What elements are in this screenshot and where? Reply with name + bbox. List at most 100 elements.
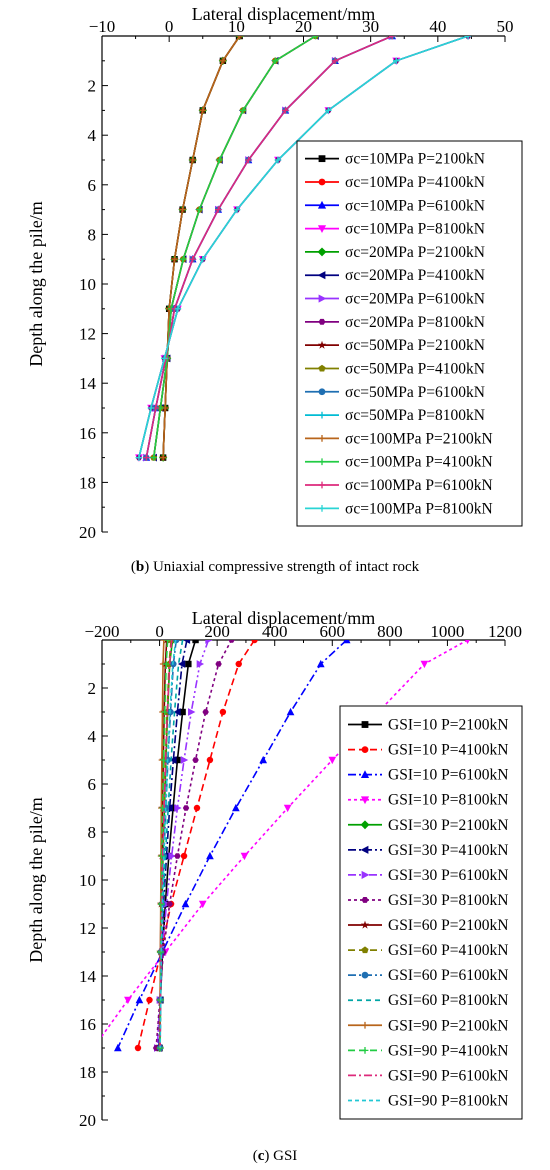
data-point [189, 156, 196, 164]
y-tick-label: 2 [88, 679, 97, 698]
data-point [219, 57, 227, 64]
legend-swatch-marker [318, 155, 326, 163]
y-tick-label: 12 [79, 325, 96, 344]
data-point [174, 804, 182, 812]
legend-swatch-marker [318, 294, 327, 303]
legend-label: σc=10MPa P=4100kN [345, 174, 485, 191]
data-point [316, 659, 325, 668]
data-point [182, 805, 190, 811]
legend-swatch-marker [361, 971, 369, 979]
series-line-6 [152, 36, 317, 458]
data-point [174, 305, 182, 312]
legend-swatch-marker [361, 721, 369, 728]
data-point [272, 57, 279, 64]
legend-label: GSI=60 P=6100kN [388, 967, 508, 984]
legend-label: σc=20MPa P=2100kN [345, 244, 485, 261]
data-point [312, 36, 319, 40]
legend-label: GSI=10 P=4100kN [388, 742, 508, 759]
legend-swatch-marker [318, 388, 326, 396]
y-tick-label: 16 [79, 424, 96, 443]
x-tick-label: 200 [204, 622, 230, 641]
data-point [196, 206, 203, 213]
legend-swatch-marker [317, 340, 327, 349]
data-point [240, 852, 249, 861]
series-layer [135, 36, 472, 462]
legend-swatch-marker [361, 1021, 369, 1029]
legend-swatch-marker [318, 364, 326, 372]
data-point [147, 404, 155, 412]
legend-label: GSI=30 P=6100kN [388, 867, 508, 884]
legend-label: σc=20MPa P=4100kN [345, 267, 485, 284]
data-point [161, 355, 168, 362]
data-point [420, 660, 429, 669]
data-point [166, 901, 173, 907]
legend-label: GSI=90 P=6100kN [388, 1067, 508, 1084]
data-point [158, 852, 166, 860]
data-point [214, 206, 222, 213]
legend-swatch-marker [360, 845, 369, 854]
chart-gsi: −200 0 200 400 600 800 1000 1200 Lateral displac… [26, 608, 523, 1164]
data-point [164, 640, 171, 644]
legend-swatch-marker [361, 1046, 369, 1054]
data-point [173, 640, 180, 644]
y-tick-label: 14 [79, 374, 97, 393]
data-point [228, 640, 235, 643]
y-axis-title: Depth along the pile/m [26, 797, 46, 962]
data-point [160, 640, 168, 644]
data-point [206, 851, 214, 860]
data-point [205, 640, 213, 644]
legend-label: GSI=60 P=4100kN [388, 942, 508, 959]
data-point [135, 454, 143, 461]
data-point [179, 206, 186, 213]
legend-label: GSI=60 P=2100kN [388, 917, 508, 934]
data-point [192, 757, 199, 763]
data-point [283, 804, 292, 813]
legend-label: GSI=30 P=8100kN [388, 892, 508, 909]
data-point [169, 756, 177, 764]
legend-swatch-marker [318, 411, 326, 419]
y-tick-label: 8 [88, 225, 97, 244]
data-point [113, 1043, 122, 1052]
series-line-3 [117, 640, 348, 1049]
data-point [180, 756, 189, 764]
x-tick-label: 800 [377, 622, 403, 641]
data-point [134, 1044, 142, 1052]
legend-label: GSI=30 P=4100kN [388, 842, 508, 859]
y-tick-label: 16 [79, 1015, 96, 1034]
data-point [198, 900, 207, 909]
legend-label: σc=20MPa P=6100kN [345, 291, 485, 308]
data-point [90, 1045, 98, 1052]
y-tick-label: 10 [79, 871, 96, 890]
data-point [161, 708, 168, 716]
legend-swatch-marker [360, 796, 370, 805]
x-tick-label: 1000 [430, 622, 464, 641]
legend-label: σc=50MPa P=4100kN [345, 360, 485, 377]
y-axis-title: Depth along the pile/m [26, 201, 46, 366]
legend-label: σc=20MPa P=8100kN [345, 314, 485, 331]
data-point [251, 640, 258, 644]
series-line-1 [162, 36, 241, 458]
legend-swatch-marker [361, 946, 369, 954]
legend-swatch-marker [360, 920, 370, 929]
data-point [239, 107, 247, 114]
data-point [135, 995, 144, 1004]
legend-swatch-marker [360, 770, 370, 779]
data-point [196, 660, 205, 668]
data-point [193, 804, 201, 812]
data-point [233, 206, 241, 213]
y-tick-label: 6 [88, 775, 97, 794]
data-point [245, 156, 252, 164]
legend-label: σc=10MPa P=8100kN [345, 221, 485, 238]
data-point [159, 454, 167, 461]
y-tick-label: 18 [79, 473, 96, 492]
data-point [169, 804, 177, 812]
x-tick-label: 40 [429, 17, 446, 36]
legend-label: GSI=90 P=8100kN [388, 1092, 508, 1109]
x-tick-label: 600 [320, 622, 346, 641]
data-point [286, 707, 295, 716]
data-point [180, 852, 188, 860]
data-point [180, 256, 187, 263]
legend-label: GSI=10 P=2100kN [388, 717, 508, 734]
data-point [162, 660, 170, 668]
